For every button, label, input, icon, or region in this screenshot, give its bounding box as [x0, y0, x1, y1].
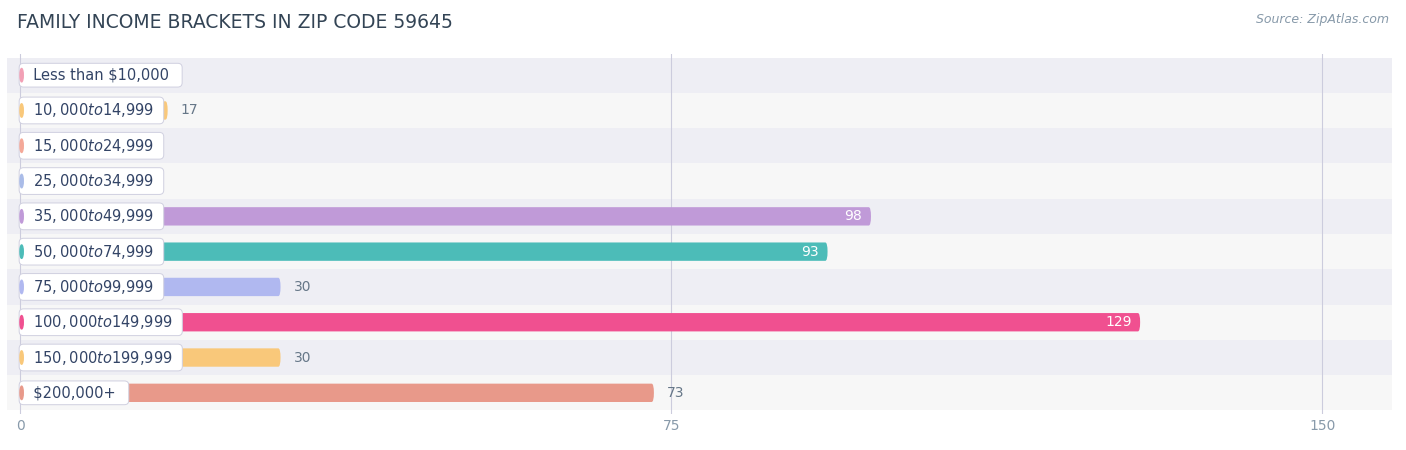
- Bar: [7, 375, 1392, 410]
- Text: 129: 129: [1105, 315, 1132, 329]
- Text: 2: 2: [51, 139, 59, 153]
- Text: $10,000 to $14,999: $10,000 to $14,999: [24, 101, 159, 119]
- Text: $25,000 to $34,999: $25,000 to $34,999: [24, 172, 159, 190]
- Text: $15,000 to $24,999: $15,000 to $24,999: [24, 137, 159, 155]
- FancyBboxPatch shape: [20, 172, 22, 190]
- Text: $50,000 to $74,999: $50,000 to $74,999: [24, 243, 159, 261]
- FancyBboxPatch shape: [20, 243, 828, 261]
- Bar: [7, 340, 1392, 375]
- Circle shape: [20, 386, 24, 400]
- Text: 17: 17: [181, 104, 198, 117]
- Text: Less than $10,000: Less than $10,000: [24, 68, 177, 83]
- FancyBboxPatch shape: [20, 207, 870, 225]
- Text: $35,000 to $49,999: $35,000 to $49,999: [24, 207, 159, 225]
- Text: 30: 30: [294, 351, 311, 364]
- FancyBboxPatch shape: [20, 101, 167, 120]
- Text: 30: 30: [294, 280, 311, 294]
- Text: 0: 0: [35, 174, 44, 188]
- Text: $100,000 to $149,999: $100,000 to $149,999: [24, 313, 179, 331]
- Bar: [7, 163, 1392, 199]
- Circle shape: [20, 315, 24, 329]
- Circle shape: [20, 351, 24, 364]
- Bar: [7, 128, 1392, 163]
- Bar: [7, 199, 1392, 234]
- Circle shape: [20, 174, 24, 188]
- FancyBboxPatch shape: [20, 66, 90, 84]
- Text: Source: ZipAtlas.com: Source: ZipAtlas.com: [1256, 14, 1389, 27]
- Text: $150,000 to $199,999: $150,000 to $199,999: [24, 349, 179, 367]
- Bar: [7, 269, 1392, 305]
- FancyBboxPatch shape: [20, 137, 38, 155]
- Circle shape: [20, 104, 24, 117]
- FancyBboxPatch shape: [20, 278, 281, 296]
- Bar: [7, 305, 1392, 340]
- Text: FAMILY INCOME BRACKETS IN ZIP CODE 59645: FAMILY INCOME BRACKETS IN ZIP CODE 59645: [17, 14, 453, 32]
- FancyBboxPatch shape: [20, 384, 654, 402]
- FancyBboxPatch shape: [20, 348, 281, 367]
- FancyBboxPatch shape: [20, 313, 1140, 331]
- Text: $200,000+: $200,000+: [24, 385, 124, 400]
- Text: 93: 93: [801, 245, 818, 259]
- Circle shape: [20, 245, 24, 258]
- Circle shape: [20, 139, 24, 153]
- Text: 73: 73: [666, 386, 685, 400]
- Circle shape: [20, 68, 24, 82]
- Text: 8: 8: [103, 68, 111, 82]
- Circle shape: [20, 280, 24, 294]
- Circle shape: [20, 210, 24, 223]
- Bar: [7, 93, 1392, 128]
- Bar: [7, 234, 1392, 269]
- Bar: [7, 58, 1392, 93]
- Text: $75,000 to $99,999: $75,000 to $99,999: [24, 278, 159, 296]
- Text: 98: 98: [845, 209, 862, 223]
